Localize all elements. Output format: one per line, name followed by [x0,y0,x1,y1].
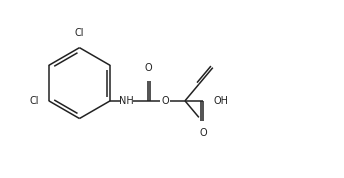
Text: O: O [161,96,169,106]
Text: O: O [200,128,207,138]
Text: NH: NH [119,96,133,106]
Text: Cl: Cl [30,96,39,106]
Text: Cl: Cl [75,28,84,38]
Text: O: O [145,63,152,73]
Text: OH: OH [213,96,228,106]
